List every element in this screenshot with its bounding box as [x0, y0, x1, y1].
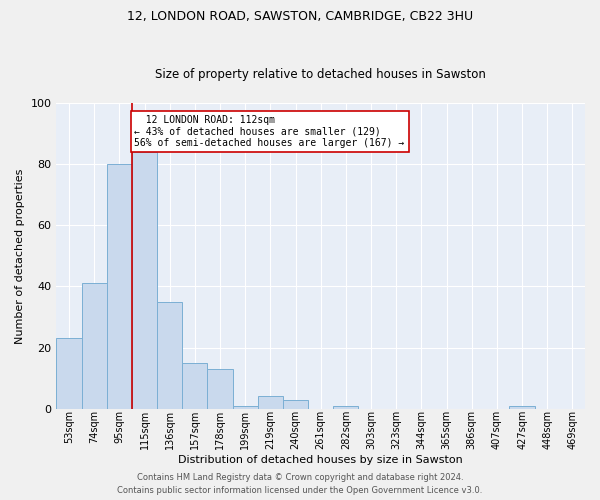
- Bar: [132, 152, 157, 408]
- Title: Size of property relative to detached houses in Sawston: Size of property relative to detached ho…: [155, 68, 486, 81]
- Bar: [82, 284, 107, 408]
- Bar: [233, 406, 258, 408]
- Text: 12 LONDON ROAD: 112sqm
← 43% of detached houses are smaller (129)
56% of semi-de: 12 LONDON ROAD: 112sqm ← 43% of detached…: [134, 115, 404, 148]
- Bar: [258, 396, 283, 408]
- Text: 12, LONDON ROAD, SAWSTON, CAMBRIDGE, CB22 3HU: 12, LONDON ROAD, SAWSTON, CAMBRIDGE, CB2…: [127, 10, 473, 23]
- Y-axis label: Number of detached properties: Number of detached properties: [15, 168, 25, 344]
- X-axis label: Distribution of detached houses by size in Sawston: Distribution of detached houses by size …: [178, 455, 463, 465]
- Bar: [56, 338, 82, 408]
- Bar: [509, 406, 535, 408]
- Bar: [333, 406, 358, 408]
- Bar: [208, 369, 233, 408]
- Bar: [107, 164, 132, 408]
- Text: Contains HM Land Registry data © Crown copyright and database right 2024.
Contai: Contains HM Land Registry data © Crown c…: [118, 474, 482, 495]
- Bar: [157, 302, 182, 408]
- Bar: [283, 400, 308, 408]
- Bar: [182, 363, 208, 408]
